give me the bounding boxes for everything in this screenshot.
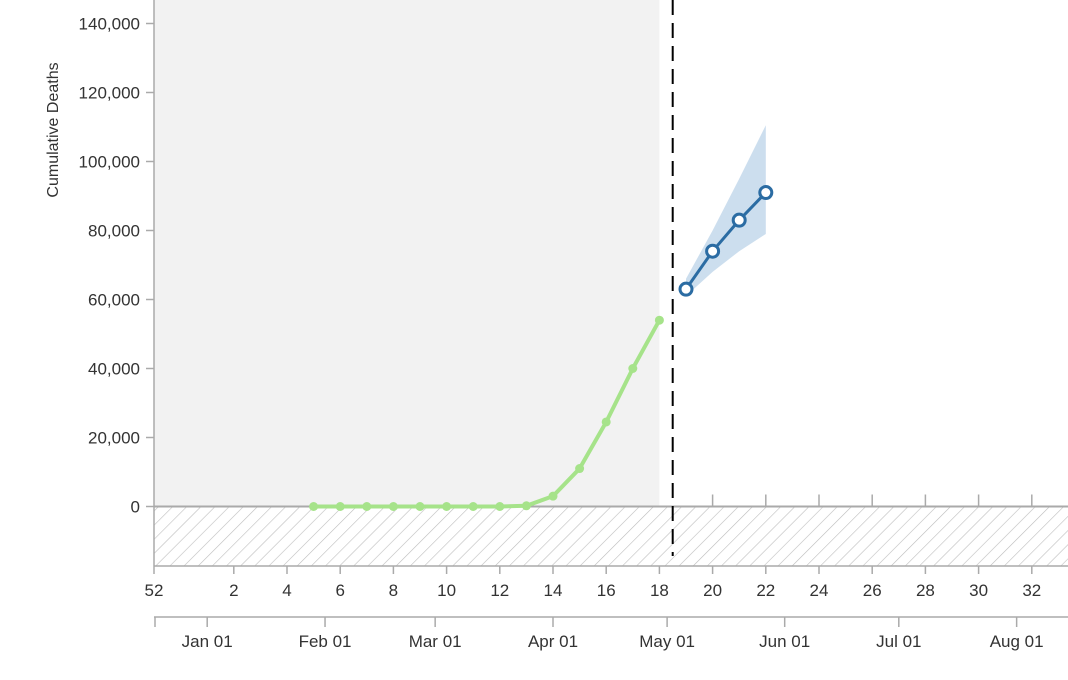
x-tick-label: 2 bbox=[229, 581, 238, 600]
observed-point[interactable] bbox=[522, 501, 531, 510]
x-tick-label: 30 bbox=[969, 581, 988, 600]
y-tick-label: 0 bbox=[131, 498, 140, 517]
observed-point[interactable] bbox=[309, 502, 318, 511]
y-tick-label: 100,000 bbox=[79, 153, 140, 172]
observed-point[interactable] bbox=[336, 502, 345, 511]
date-tick-label: Mar 01 bbox=[409, 632, 462, 651]
x-tick-label: 8 bbox=[389, 581, 398, 600]
observed-point[interactable] bbox=[362, 502, 371, 511]
date-tick-label: Feb 01 bbox=[299, 632, 352, 651]
x-tick-label: 18 bbox=[650, 581, 669, 600]
forecast-point[interactable] bbox=[707, 245, 719, 257]
observed-region-shade bbox=[154, 0, 659, 507]
observed-point[interactable] bbox=[495, 502, 504, 511]
x-tick-label: 26 bbox=[863, 581, 882, 600]
date-tick-label: Jan 01 bbox=[182, 632, 233, 651]
x-tick-label: 16 bbox=[597, 581, 616, 600]
x-tick-label: 6 bbox=[335, 581, 344, 600]
y-tick-label: 20,000 bbox=[88, 429, 140, 448]
observed-point[interactable] bbox=[549, 492, 558, 501]
x-tick-label: 28 bbox=[916, 581, 935, 600]
x-tick-label: 22 bbox=[756, 581, 775, 600]
x-tick-label: 32 bbox=[1022, 581, 1041, 600]
y-axis-label: Cumulative Deaths bbox=[45, 62, 62, 197]
x-tick-label: 14 bbox=[544, 581, 563, 600]
forecast-point[interactable] bbox=[760, 187, 772, 199]
observed-point[interactable] bbox=[469, 502, 478, 511]
observed-point[interactable] bbox=[416, 502, 425, 511]
x-tick-label: 10 bbox=[437, 581, 456, 600]
y-tick-label: 40,000 bbox=[88, 360, 140, 379]
date-tick-label: Jun 01 bbox=[759, 632, 810, 651]
y-tick-label: 60,000 bbox=[88, 291, 140, 310]
observed-point[interactable] bbox=[602, 417, 611, 426]
y-tick-label: 80,000 bbox=[88, 222, 140, 241]
observed-point[interactable] bbox=[442, 502, 451, 511]
observed-point[interactable] bbox=[655, 316, 664, 325]
y-tick-label: 140,000 bbox=[79, 15, 140, 34]
x-tick-label: 52 bbox=[145, 581, 164, 600]
forecast-point[interactable] bbox=[733, 214, 745, 226]
forecast-point[interactable] bbox=[680, 283, 692, 295]
observed-point[interactable] bbox=[389, 502, 398, 511]
date-tick-label: Apr 01 bbox=[528, 632, 578, 651]
observed-point[interactable] bbox=[628, 364, 637, 373]
x-tick-label: 4 bbox=[282, 581, 291, 600]
y-tick-label: 120,000 bbox=[79, 84, 140, 103]
negative-region-hatch bbox=[154, 507, 1068, 567]
date-tick-label: Aug 01 bbox=[990, 632, 1044, 651]
x-tick-label: 20 bbox=[703, 581, 722, 600]
date-tick-label: Jul 01 bbox=[876, 632, 921, 651]
x-tick-label: 24 bbox=[810, 581, 829, 600]
observed-point[interactable] bbox=[575, 464, 584, 473]
x-tick-label: 12 bbox=[490, 581, 509, 600]
date-tick-label: May 01 bbox=[639, 632, 695, 651]
